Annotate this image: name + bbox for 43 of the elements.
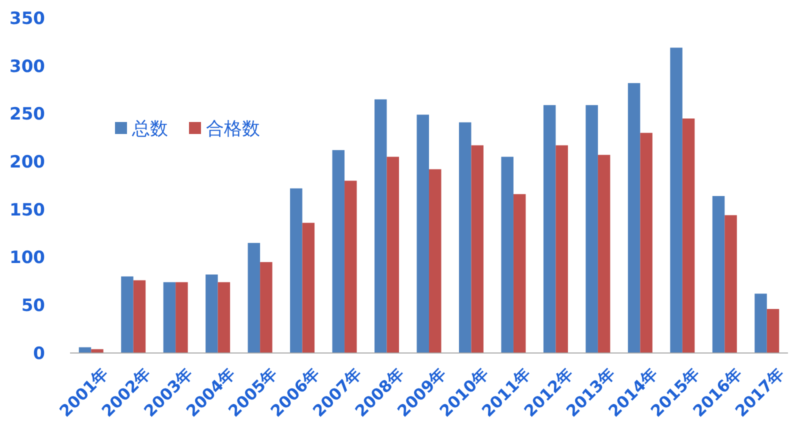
- bar: [682, 118, 695, 353]
- y-tick-label: 200: [10, 152, 46, 173]
- bar: [386, 156, 400, 353]
- bar: [724, 215, 737, 353]
- y-tick-label: 250: [10, 104, 46, 125]
- bar: [429, 169, 442, 353]
- legend-label: 合格数: [206, 118, 260, 140]
- bar: [260, 262, 272, 353]
- bar: [91, 349, 104, 353]
- bar: [416, 114, 429, 353]
- bar: [712, 196, 725, 353]
- y-tick-label: 100: [10, 248, 46, 268]
- bar: [332, 150, 345, 353]
- bar: [163, 282, 176, 353]
- bar: [458, 122, 472, 353]
- y-tick-label: 50: [21, 296, 46, 316]
- bar: [133, 280, 146, 353]
- y-tick-label: 350: [10, 8, 46, 29]
- bar: [121, 276, 134, 353]
- bar: [628, 83, 640, 353]
- y-tick-label: 300: [10, 56, 46, 77]
- bar: [754, 294, 767, 353]
- bar: [543, 105, 556, 353]
- bar: [374, 99, 387, 353]
- bar: [206, 274, 218, 353]
- bar: [586, 105, 598, 353]
- bar: [471, 145, 484, 353]
- bar: [513, 194, 526, 353]
- bar: [766, 308, 780, 353]
- bar: [290, 188, 302, 353]
- bar: [640, 132, 652, 353]
- bar: [501, 156, 514, 353]
- bar: [556, 145, 568, 353]
- bar: [176, 282, 188, 353]
- bar: [344, 180, 357, 353]
- bar: [598, 154, 610, 353]
- y-tick-label: 0: [33, 344, 46, 364]
- bar: [218, 282, 230, 353]
- bar: [248, 242, 260, 353]
- y-tick-label: 150: [10, 200, 46, 220]
- bar: [302, 222, 315, 353]
- legend-label: 总数: [131, 118, 168, 140]
- bar: [670, 48, 682, 353]
